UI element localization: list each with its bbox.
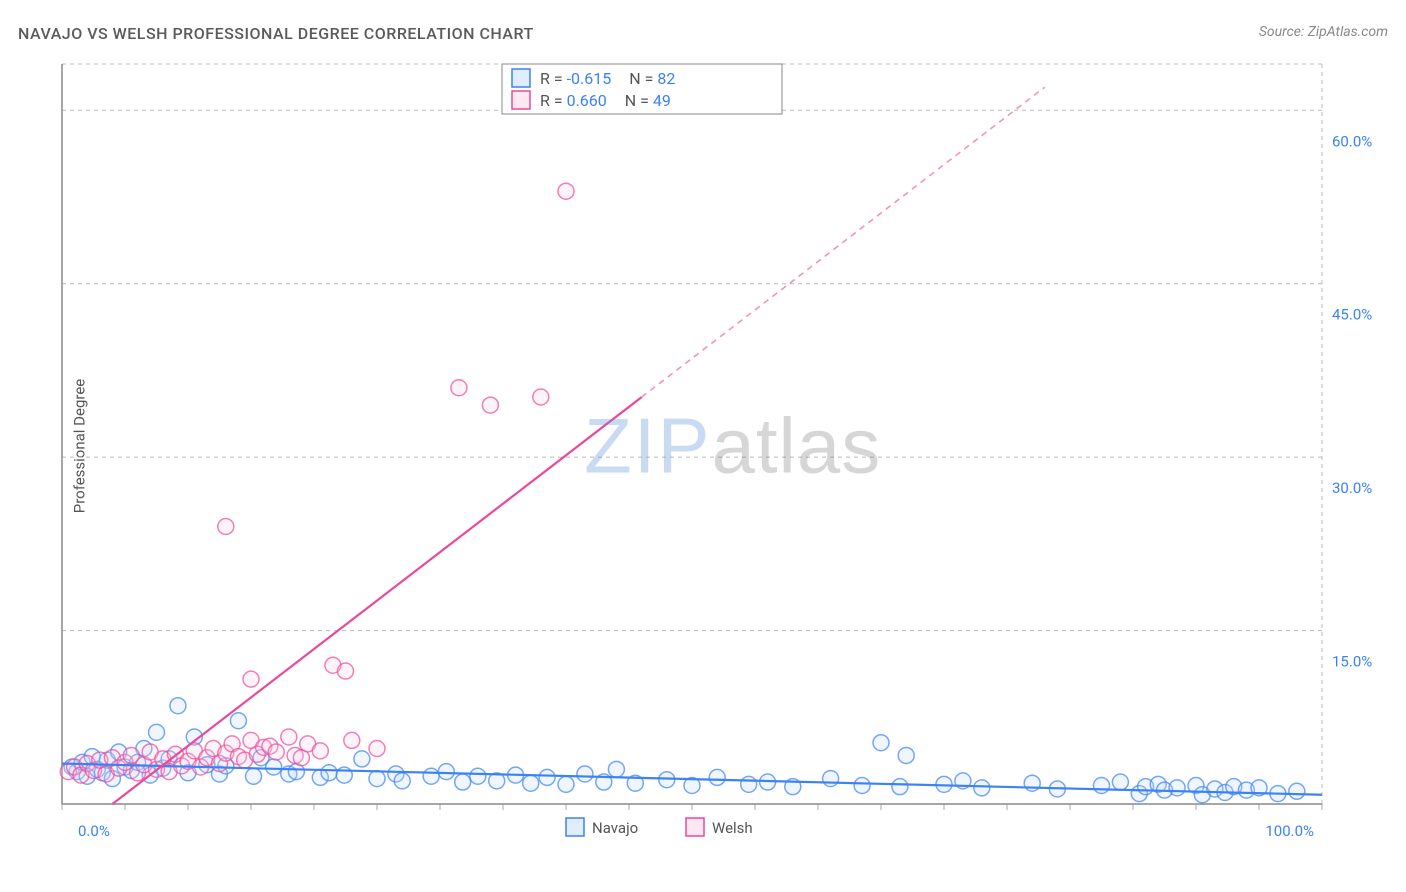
scatter-point [741,776,757,792]
scatter-point [243,671,259,687]
scatter-point [230,713,246,729]
legend-label: Welsh [712,819,753,837]
scatter-point [149,724,165,740]
scatter-point [558,776,574,792]
scatter-point [338,663,354,679]
scatter-point [455,774,471,790]
scatter-point [533,389,549,405]
scatter-point [394,773,410,789]
chart-svg: 15.0% 30.0% 45.0% 60.0% 0.0% 100.0% R = -0.615… [52,60,1388,850]
scatter-point [1169,780,1185,796]
chart-title: NAVAJO VS WELSH PROFESSIONAL DEGREE CORR… [18,24,534,43]
scatter-point [539,769,555,785]
scatter-point [470,768,486,784]
legend-swatch [566,818,584,836]
y-tick-label: 15.0% [1332,653,1372,671]
scatter-point [892,779,908,795]
scatter-point [312,743,328,759]
source-name: ZipAtlas.com [1308,24,1388,40]
scatter-point [170,698,186,714]
scatter-point [1094,778,1110,794]
scatter-point [1112,774,1128,790]
scatter-point [281,729,297,745]
stats-row: R = 0.660N = 49 [540,91,671,110]
scatter-point [873,735,889,751]
source-label: Source: ZipAtlas.com [1259,24,1388,40]
scatter-point [558,183,574,199]
stats-row: R = -0.615N = 82 [540,69,675,88]
scatter-point [246,768,262,784]
scatter-point [369,741,385,757]
scatter-plot: 15.0% 30.0% 45.0% 60.0% 0.0% 100.0% R = -0.615… [52,60,1388,850]
scatter-point [523,775,539,791]
scatter-point [823,771,839,787]
scatter-point [438,764,454,780]
regression-line-dashed [642,87,1045,397]
scatter-point [898,747,914,763]
x-tick-label: 0.0% [78,822,110,840]
source-prefix: Source: [1259,24,1308,40]
x-tick-label: 100.0% [1265,822,1314,840]
y-tick-label: 60.0% [1332,132,1372,150]
scatter-point [608,761,624,777]
scatter-point [369,771,385,787]
scatter-point [266,759,282,775]
scatter-point [451,380,467,396]
y-tick-label: 45.0% [1332,306,1372,324]
scatter-point [1289,783,1305,799]
scatter-point [423,768,439,784]
scatter-point [974,780,990,796]
scatter-point [482,397,498,413]
scatter-point [854,778,870,794]
scatter-point [577,766,593,782]
legend-swatch [686,818,704,836]
scatter-point [354,751,370,767]
stats-swatch [512,69,530,87]
stats-swatch [512,91,530,109]
y-tick-label: 30.0% [1332,479,1372,497]
scatter-point [709,769,725,785]
scatter-point [344,732,360,748]
legend-label: Navajo [592,819,638,837]
scatter-point [268,744,284,760]
scatter-point [321,765,337,781]
scatter-point [218,519,234,535]
